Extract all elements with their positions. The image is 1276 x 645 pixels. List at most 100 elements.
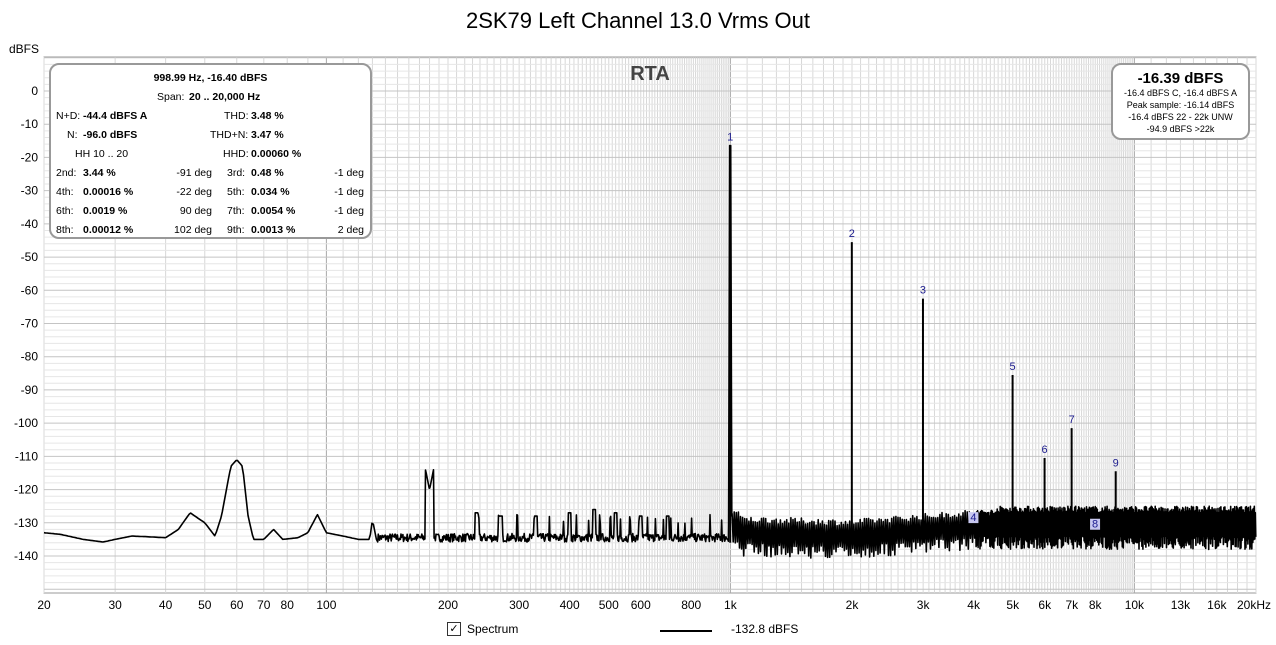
y-tick-label: -130 [14, 516, 38, 530]
harmonic-label: 8th: [56, 224, 74, 236]
x-tick-label: 200 [438, 598, 458, 612]
harmonic-marker-label: 6 [1042, 444, 1048, 456]
spectrum-checkbox[interactable]: ✓ [447, 622, 461, 636]
axes: 0 -10 -20 -30 -40 -50 -60 -70 -80 -90 -100 -110 -120… [14, 84, 1271, 612]
peak-above-22k-line: -94.9 dBFS >22k [1146, 124, 1215, 134]
peak-weighting-line: -16.4 dBFS C, -16.4 dBFS A [1123, 88, 1238, 98]
harmonic-phase: 102 deg [174, 224, 212, 236]
harmonic-marker-label: 3 [920, 285, 926, 297]
x-tick-label: 20kHz [1237, 598, 1271, 612]
x-tick-label: 5k [1006, 598, 1020, 612]
harmonic-value: 3.44 % [83, 167, 116, 179]
y-tick-label: -100 [14, 416, 38, 430]
spectrum-legend-label: Spectrum [467, 622, 519, 636]
x-tick-label: 30 [108, 598, 122, 612]
y-tick-label: -30 [21, 184, 39, 198]
y-tick-label: -60 [21, 283, 39, 297]
x-tick-label: 800 [681, 598, 701, 612]
x-tick-label: 13k [1171, 598, 1191, 612]
spectrum-trace [43, 144, 1257, 559]
x-tick-label: 50 [198, 598, 212, 612]
harmonic-row: 4th: 0.00016 % -22 deg 5th: 0.034 % -1 deg [51, 183, 370, 202]
y-axis-unit: dBFS [9, 42, 40, 56]
hh-label: HH 10 .. 20 [75, 148, 129, 160]
rta-label: RTA [630, 63, 670, 85]
harmonic-label: 5th: [227, 186, 245, 198]
info-header: 998.99 Hz, -16.40 dBFS [153, 72, 268, 84]
harmonic-marker-label: 8 [1092, 519, 1098, 531]
thd-value: 3.48 % [251, 110, 284, 122]
harmonic-phase: 2 deg [337, 224, 364, 236]
chart-title: 2SK79 Left Channel 13.0 Vrms Out [465, 8, 811, 33]
harmonic-marker-label: 5 [1010, 361, 1016, 373]
x-tick-label: 40 [159, 598, 173, 612]
x-tick-label: 2k [846, 598, 860, 612]
nd-value: -44.4 dBFS A [83, 110, 148, 122]
harmonic-label: 4th: [56, 186, 74, 198]
thdn-value: 3.47 % [251, 129, 284, 141]
y-tick-label: -50 [21, 250, 39, 264]
harmonic-row: 2nd: 3.44 % -91 deg 3rd: 0.48 % -1 deg [51, 164, 370, 183]
peak-sample-line: Peak sample: -16.14 dBFS [1126, 100, 1235, 110]
x-tick-label: 16k [1207, 598, 1227, 612]
y-tick-label: -40 [21, 217, 39, 231]
x-tick-label: 500 [599, 598, 619, 612]
x-tick-label: 70 [257, 598, 271, 612]
harmonic-phase: -1 deg [334, 205, 364, 217]
harmonic-label: 6th: [56, 205, 74, 217]
y-tick-label: 0 [31, 84, 38, 98]
y-tick-label: -110 [15, 449, 38, 463]
harmonic-label: 9th: [227, 224, 245, 236]
harmonic-marker-label: 4 [970, 512, 976, 524]
x-tick-label: 3k [917, 598, 931, 612]
harmonic-value: 0.48 % [251, 167, 284, 179]
harmonic-marker-box [1090, 518, 1101, 530]
harmonic-marker-label: 7 [1069, 414, 1075, 426]
x-tick-label: 10k [1125, 598, 1145, 612]
harmonic-label: 2nd: [56, 167, 77, 179]
n-row: N: -96.0 dBFS THD+N: 3.47 % [51, 126, 370, 145]
span-row: Span: 20 .. 20,000 Hz [51, 88, 370, 107]
x-tick-label: 100 [316, 598, 336, 612]
spectrum-line [43, 144, 1257, 559]
harmonic-marker-label: 9 [1113, 457, 1119, 469]
x-tick-label: 4k [967, 598, 981, 612]
x-tick-label: 6k [1038, 598, 1052, 612]
legend-trace-swatch [660, 630, 712, 632]
y-tick-label: -120 [14, 483, 38, 497]
harmonic-value: 0.00016 % [83, 186, 134, 198]
distortion-info-panel: 998.99 Hz, -16.40 dBFS Span: 20 .. 20,00… [49, 63, 372, 239]
n-value: -96.0 dBFS [83, 129, 138, 141]
y-tick-label: -90 [21, 383, 39, 397]
x-tick-label: 400 [560, 598, 580, 612]
hhd-label: HHD: [223, 148, 249, 160]
x-tick-label: 1k [724, 598, 738, 612]
x-tick-label: 20 [37, 598, 51, 612]
harmonic-phase: -1 deg [334, 167, 364, 179]
x-tick-label: 300 [509, 598, 529, 612]
span-value: 20 .. 20,000 Hz [189, 91, 261, 103]
harmonic-value: 0.0019 % [83, 205, 128, 217]
harmonic-value: 0.034 % [251, 186, 290, 198]
nd-label: N+D: [56, 110, 81, 122]
nd-row: N+D: -44.4 dBFS A THD: 3.48 % [51, 107, 370, 126]
harmonic-phase: -91 deg [176, 167, 212, 179]
span-label: Span: [157, 91, 185, 103]
legend-trace-value: -132.8 dBFS [731, 622, 799, 636]
x-tick-label: 8k [1089, 598, 1103, 612]
peak-unweighted-line: -16.4 dBFS 22 - 22k UNW [1128, 112, 1233, 122]
hh-row: HH 10 .. 20 HHD: 0.00060 % [51, 145, 370, 164]
x-tick-label: 600 [631, 598, 651, 612]
harmonic-row: 6th: 0.0019 % 90 deg 7th: 0.0054 % -1 deg [51, 202, 370, 221]
harmonic-phase: -1 deg [334, 186, 364, 198]
harmonic-row: 8th: 0.00012 % 102 deg 9th: 0.0013 % 2 deg [51, 221, 370, 240]
thd-label: THD: [224, 110, 249, 122]
harmonic-phase: -22 deg [176, 186, 212, 198]
harmonic-markers: 1 2 3 4 5 6 7 8 9 [727, 131, 1119, 530]
harmonic-marker-label: 1 [727, 131, 733, 143]
x-tick-label: 7k [1065, 598, 1079, 612]
y-tick-label: -70 [21, 316, 39, 330]
peak-level-value: -16.39 dBFS [1137, 70, 1224, 87]
harmonic-label: 7th: [227, 205, 245, 217]
